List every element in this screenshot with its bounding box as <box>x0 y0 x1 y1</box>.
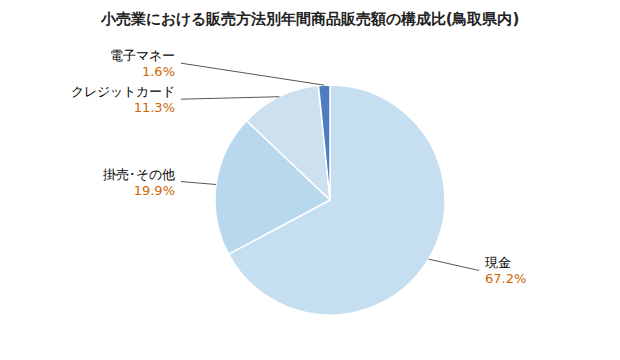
data-label: 11.3% <box>134 100 175 115</box>
title: 小売業における販売方法別年間商品販売額の構成比(鳥取県内) <box>100 10 520 28</box>
pie-slice <box>247 86 330 200</box>
chart: 小売業における販売方法別年間商品販売額の構成比(鳥取県内) 現金67.2% 掛売･そ… <box>0 0 620 360</box>
slice-label: 現金 <box>485 255 511 270</box>
data-label: 1.6% <box>142 64 175 79</box>
leader-line <box>181 63 324 85</box>
leader-line <box>181 182 216 185</box>
slice-label: 電子マネー <box>110 48 175 63</box>
data-label: 67.2% <box>485 271 526 286</box>
data-label: 19.9% <box>134 183 175 198</box>
labels: 現金67.2% 掛売･その他19.9% クレジットカード11.3% 電子マネー1.6% <box>71 48 526 286</box>
slice-label: 掛売･その他 <box>103 167 175 182</box>
leader-line <box>429 259 479 270</box>
pie-slice <box>318 85 330 200</box>
leader-line <box>181 97 279 99</box>
slice-label: クレジットカード <box>71 84 175 99</box>
pie <box>215 85 445 315</box>
